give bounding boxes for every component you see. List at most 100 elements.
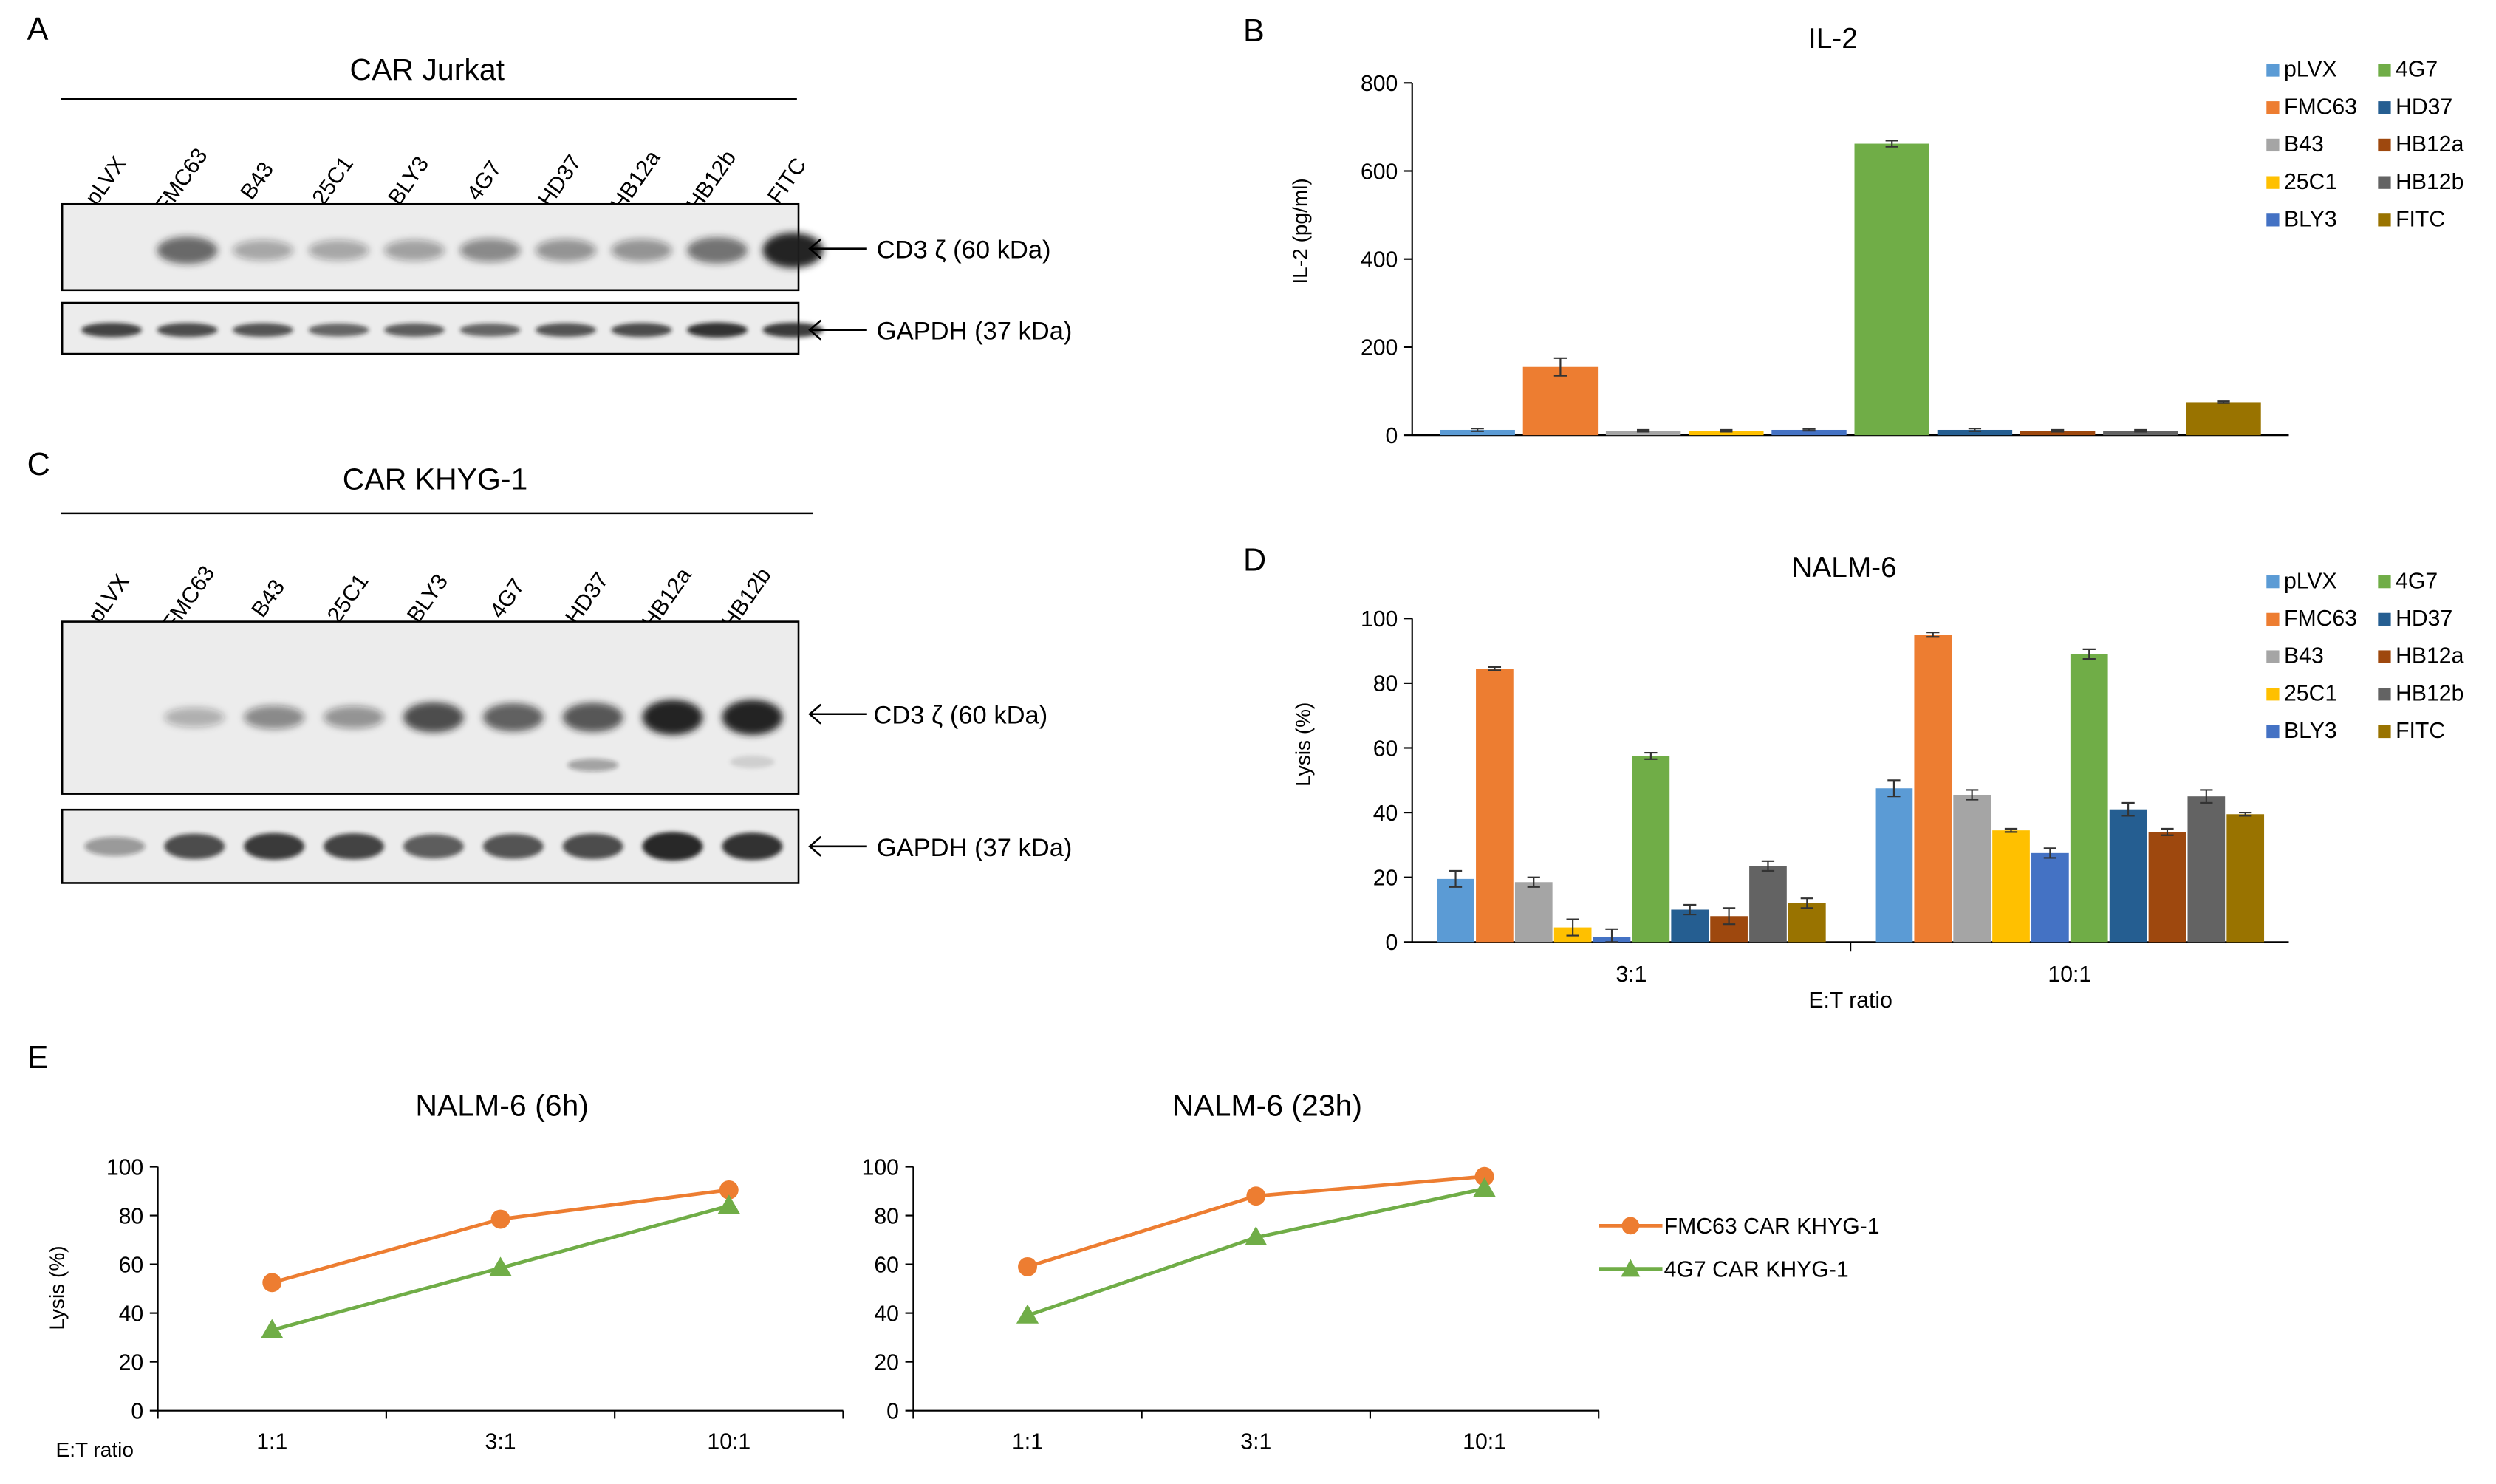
chart-b-y-tick-label: 0 bbox=[1386, 424, 1398, 448]
chart-b-legend-swatch-25C1 bbox=[2266, 176, 2280, 189]
chart-b-legend-swatch-HD37 bbox=[2378, 101, 2391, 114]
chart-e-legend-label: 4G7 CAR KHYG-1 bbox=[1664, 1257, 1849, 1282]
chart-b-y-tick-label: 600 bbox=[1361, 160, 1398, 184]
chart-b-legend-swatch-pLVX bbox=[2266, 64, 2280, 77]
chart-e2-point bbox=[1016, 1304, 1039, 1324]
arrow-icon bbox=[808, 319, 867, 341]
panel-b: B IL-2 IL-2 (pg/ml) 0 200 400 600 800 pLVX FM… bbox=[1243, 13, 2464, 448]
gapdh-band-4G7 bbox=[482, 834, 544, 859]
gapdh-band-B43 bbox=[244, 832, 305, 860]
chart-d-legend-label-4G7: 4G7 bbox=[2396, 569, 2438, 593]
gapdh-band-HD37 bbox=[562, 833, 623, 860]
chart-e2-title: NALM-6 (23h) bbox=[1172, 1088, 1362, 1122]
chart-d-bar-FMC63 bbox=[1914, 635, 1952, 943]
gapdh-band-FMC63 bbox=[164, 833, 225, 860]
lane-label-B43: B43 bbox=[247, 575, 290, 622]
lane-label-25C1: 25C1 bbox=[308, 152, 358, 210]
chart-e2-point bbox=[1245, 1226, 1268, 1246]
cd3-band-HB12a bbox=[642, 700, 703, 735]
chart-e2-plot: 0 20 40 60 80 100 1:1 3:1 10:1 bbox=[862, 1155, 1600, 1454]
blot-c-title: CAR KHYG-1 bbox=[343, 462, 528, 496]
chart-e1-point bbox=[490, 1209, 510, 1229]
chart-d-bar-4G7 bbox=[1632, 756, 1670, 943]
chart-d-bar-B43 bbox=[1514, 882, 1553, 943]
chart-b-plot: 0 200 400 600 800 bbox=[1361, 72, 2289, 448]
chart-d-x-tick-label: 3:1 bbox=[1615, 962, 1647, 987]
cd3-band-4G7 bbox=[459, 238, 521, 262]
lane-label-HD37: HD37 bbox=[534, 151, 587, 211]
panel-c: C CAR KHYG-1 pLVX FMC63 B43 25C1 BLY3 4G7 HD37… bbox=[27, 447, 1073, 884]
chart-b-legend-swatch-B43 bbox=[2266, 138, 2280, 152]
chart-b-ylabel: IL-2 (pg/ml) bbox=[1288, 178, 1311, 284]
chart-e1-plot: 0 20 40 60 80 100 1:1 3:1 10:1 bbox=[106, 1155, 844, 1454]
gapdh-band-pLVX bbox=[81, 322, 143, 338]
chart-d-y-tick-label: 0 bbox=[1386, 931, 1398, 955]
chart-d-title: NALM-6 bbox=[1791, 552, 1896, 584]
chart-d-legend-swatch-B43 bbox=[2266, 650, 2280, 663]
gapdh-band-FITC bbox=[762, 322, 824, 338]
panel-letter-d: D bbox=[1243, 543, 1266, 578]
lane-label-HD37: HD37 bbox=[561, 568, 613, 629]
gapdh-band-pLVX bbox=[84, 836, 146, 856]
chart-e1-x-tick-label: 1:1 bbox=[256, 1429, 287, 1454]
chart-d-legend-label-FMC63: FMC63 bbox=[2284, 606, 2357, 631]
panel-a: A CAR Jurkat pLVX FMC63 B43 25C1 BLY3 4G7 HD37… bbox=[27, 12, 1073, 355]
chart-d-bar-HB12a bbox=[2148, 832, 2186, 943]
arrow-icon bbox=[808, 238, 867, 259]
chart-e2-y-tick-label: 100 bbox=[862, 1155, 899, 1180]
chart-b-bar-FITC bbox=[2186, 402, 2261, 436]
cd3-band-FMC63 bbox=[157, 236, 218, 264]
lane-label-B43: B43 bbox=[236, 157, 278, 204]
panel-d: D NALM-6 Lysis (%) E:T ratio 0 20 40 60 80 10… bbox=[1243, 543, 2464, 1013]
chart-e1-title: NALM-6 (6h) bbox=[415, 1088, 589, 1122]
cd3-band-hd37-lower bbox=[567, 759, 619, 772]
panel-e: E NALM-6 (6h) NALM-6 (23h) Lysis (%) E:T… bbox=[27, 1040, 1880, 1461]
chart-d-legend-label-HD37: HD37 bbox=[2396, 606, 2452, 631]
chart-e2-point bbox=[1018, 1256, 1037, 1276]
chart-e2-x-tick-label: 1:1 bbox=[1012, 1429, 1043, 1454]
gapdh-band-BLY3 bbox=[403, 834, 464, 859]
chart-e1-ylabel: Lysis (%) bbox=[45, 1245, 68, 1330]
chart-e1-point bbox=[489, 1256, 512, 1276]
chart-b-title: IL-2 bbox=[1808, 23, 1858, 55]
chart-e1-point bbox=[262, 1273, 282, 1293]
chart-d-y-tick-label: 60 bbox=[1373, 736, 1398, 761]
chart-e1-y-tick-label: 0 bbox=[131, 1399, 143, 1423]
chart-d-legend-label-BLY3: BLY3 bbox=[2284, 719, 2337, 743]
cd3-band-HB12b bbox=[722, 700, 783, 735]
chart-b-legend-swatch-4G7 bbox=[2378, 64, 2391, 77]
chart-d-legend-label-B43: B43 bbox=[2284, 644, 2324, 669]
chart-d-bar-B43 bbox=[1953, 794, 1991, 943]
chart-b-bar-pLVX bbox=[1440, 429, 1515, 436]
chart-b-legend-label-HD37: HD37 bbox=[2396, 95, 2452, 119]
chart-b-legend-label-4G7: 4G7 bbox=[2396, 58, 2438, 82]
blot-a-title: CAR Jurkat bbox=[350, 52, 505, 86]
chart-d-bar-FMC63 bbox=[1476, 669, 1514, 943]
chart-b-legend-swatch-FMC63 bbox=[2266, 101, 2280, 114]
cd3-band-HD37 bbox=[562, 702, 623, 732]
lane-label-BLY3: BLY3 bbox=[383, 152, 434, 210]
chart-b-bar-B43 bbox=[1605, 431, 1681, 436]
chart-e2-series-line bbox=[1027, 1186, 1485, 1318]
chart-d-bar-pLVX bbox=[1875, 788, 1913, 943]
arrow-icon bbox=[808, 835, 867, 857]
chart-b-bar-HB12b bbox=[2103, 431, 2178, 436]
cd3-band-25C1 bbox=[308, 239, 369, 261]
blot-c-gapdh-label: GAPDH (37 kDa) bbox=[877, 834, 1073, 862]
gapdh-band-HB12a bbox=[611, 323, 672, 338]
chart-e1-point bbox=[719, 1180, 739, 1200]
chart-d-legend: pLVX FMC63 B43 25C1 BLY3 4G7 HD37 HB12a HB12b FIT… bbox=[2266, 569, 2464, 743]
chart-b-legend: pLVX FMC63 B43 25C1 BLY3 4G7 HD37 HB12a HB12b FIT… bbox=[2266, 58, 2464, 231]
chart-b-legend-label-pLVX: pLVX bbox=[2284, 58, 2337, 82]
blot-c-gapdh-bands bbox=[84, 832, 783, 861]
chart-d-y-tick-label: 20 bbox=[1373, 866, 1398, 890]
chart-b-legend-swatch-HB12a bbox=[2378, 138, 2391, 152]
chart-d-legend-swatch-FITC bbox=[2378, 725, 2391, 739]
lane-label-pLVX: pLVX bbox=[84, 570, 134, 627]
lane-label-4G7: 4G7 bbox=[462, 157, 507, 205]
chart-d-bar-BLY3 bbox=[2031, 852, 2069, 943]
blot-a-gapdh-label: GAPDH (37 kDa) bbox=[877, 318, 1073, 346]
cd3-band-4G7 bbox=[482, 702, 544, 732]
chart-e2-y-tick-label: 40 bbox=[874, 1302, 899, 1326]
